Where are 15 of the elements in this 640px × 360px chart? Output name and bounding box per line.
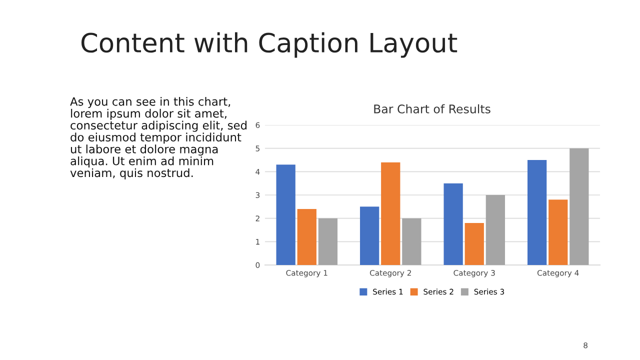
bar [464,223,484,265]
bar [297,209,316,265]
chart-title: Content with Caption Layout [81,32,458,58]
bar [444,183,463,265]
bar [381,162,400,265]
bar [402,218,422,265]
bar [486,195,506,265]
bar [360,206,380,265]
bar [276,164,296,265]
text: As you can see in this chart, lorem ipsum dolor sit amet, consectetur adipiscing elit, sed do eiusmod tempor incididunt ut labore et dolore magna aliqua. Ut enim ad minim veniam, quis nostrud. [70,97,246,180]
bar [527,160,547,265]
chart-subtitle: Bar Chart of Results [374,104,490,114]
bar [548,200,568,265]
bar [570,148,589,265]
bar [318,218,338,265]
